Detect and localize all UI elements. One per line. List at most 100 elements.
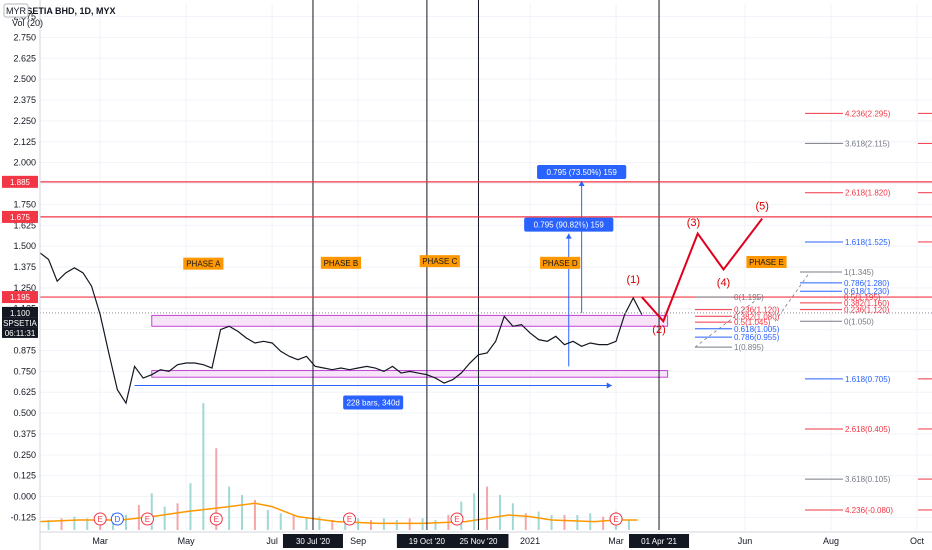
horizontal-level-tag-label: 1.885	[10, 178, 31, 187]
earnings-marker[interactable]	[450, 512, 464, 526]
fib-retracement-label: 0.382(1.080)	[734, 312, 780, 321]
ticker-tag[interactable]	[2, 317, 38, 328]
fib-retracement-label: 0.5(1.195)	[844, 293, 881, 302]
volume-bar	[150, 493, 153, 530]
vertical-marker-tag[interactable]	[282, 534, 343, 548]
fib-retracement-label: 0.236(1.120)	[844, 306, 890, 315]
volume-bar	[47, 519, 50, 530]
horizontal-level-tag-label: 1.195	[10, 293, 31, 302]
elliott-wave: (1) (2) (3) (4) (5)	[627, 200, 769, 336]
dividend-marker[interactable]	[110, 512, 124, 526]
horizontal-level-tag[interactable]	[2, 175, 38, 188]
x-tick-label: 2021	[520, 536, 540, 546]
volume-bar	[215, 448, 218, 530]
horizontal-level-tag[interactable]	[2, 210, 38, 223]
wave-path-line	[641, 217, 763, 324]
measure-callout-label: 228 bars, 340d	[346, 399, 399, 408]
fib-retracement-label: 0(1.195)	[734, 293, 764, 302]
volume-bar	[395, 519, 398, 530]
currency-badge-label: MYR	[6, 6, 27, 16]
currency-badge[interactable]: MYR	[3, 3, 29, 18]
phase-label-box	[746, 255, 787, 268]
vertical-marker-tag[interactable]	[629, 534, 690, 548]
fib-retracement-label: 0.236(1.120)	[734, 306, 780, 315]
y-tick-label: 2.000	[13, 158, 36, 168]
phase-label: PHASE E	[749, 258, 784, 267]
fib-retracement-trend	[774, 271, 811, 322]
y-tick-label: 1.750	[13, 199, 36, 209]
price-series	[39, 252, 932, 405]
earnings-marker[interactable]	[209, 512, 223, 526]
fib-retracement-label: 1(1.345)	[844, 268, 874, 277]
vertical-marker-tag[interactable]	[396, 534, 457, 548]
phase-label-box	[320, 256, 362, 269]
countdown-tag[interactable]	[2, 327, 38, 338]
measure-callout	[537, 165, 627, 180]
volume-bar	[228, 486, 231, 530]
support-zone	[151, 370, 669, 378]
fib-extension-label: 2.618(1.820)	[845, 189, 891, 198]
fib-retracement-label: 0.618(1.230)	[844, 287, 890, 296]
volume-bar	[537, 511, 540, 530]
volume-bar	[241, 494, 244, 530]
volume-bar	[511, 503, 514, 530]
y-tick-label: 0.875	[13, 345, 36, 355]
wave-label: (4)	[717, 277, 730, 289]
measure-callout-label: 0.795 (90.82%) 159	[534, 221, 605, 230]
wave-label: (3)	[687, 217, 700, 229]
phase-label: PHASE B	[324, 259, 359, 268]
countdown-tag-label: 06:11:31	[5, 329, 36, 338]
measure-ranges: 228 bars, 340d 0.795 (90.82%) 159 0.795 (7…	[134, 165, 627, 410]
wave-label: (1)	[627, 274, 640, 286]
volume-bar	[60, 518, 63, 530]
volume-bar	[563, 514, 566, 530]
y-tick-label: 0.250	[13, 450, 36, 460]
fib-retracement-label: 0.786(1.280)	[844, 279, 890, 288]
fib-retracement-label: 0(1.050)	[844, 317, 874, 326]
earnings-marker-label: E	[347, 515, 352, 524]
volume-bar	[498, 494, 501, 530]
earnings-marker-label: E	[214, 515, 219, 524]
earnings-marker[interactable]	[609, 512, 623, 526]
y-tick-label: 2.250	[13, 116, 36, 126]
volume-bar	[124, 514, 127, 530]
volume-bar	[86, 518, 89, 530]
y-tick-label: 1.500	[13, 241, 36, 251]
x-tick-label: Oct	[910, 536, 925, 546]
earnings-marker-label: E	[145, 515, 150, 524]
fib-extension-label: 1.618(0.705)	[845, 375, 891, 384]
horizontal-levels	[40, 181, 932, 298]
earnings-marker[interactable]	[343, 512, 357, 526]
measure-arrow	[606, 382, 612, 389]
earnings-marker[interactable]	[93, 512, 107, 526]
earnings-marker[interactable]	[140, 512, 154, 526]
earnings-marker-label: E	[454, 515, 459, 524]
volume-bar	[627, 519, 630, 530]
phase-label-box	[183, 257, 224, 270]
y-axis[interactable]: 2.8752.7502.6252.5002.3752.2502.1252.000…	[2, 0, 41, 550]
horizontal-level-tag[interactable]	[2, 291, 38, 304]
x-axis[interactable]: Mar May Jul Sep 2021 Mar Jun Aug Oct 30 Jul '20 19…	[40, 531, 932, 548]
measure-callout	[343, 395, 404, 410]
volume-bar	[73, 516, 76, 530]
volume-bar	[344, 518, 347, 530]
y-tick-label: 2.750	[13, 32, 36, 42]
fib-retracement-label: 0.382(1.160)	[844, 299, 890, 308]
volume-bar	[408, 518, 411, 530]
vertical-marker-tag-label: 25 Nov '20	[459, 537, 498, 546]
y-tick-label: 2.375	[13, 95, 36, 105]
fib-retracement-label: 0.786(0.955)	[734, 333, 780, 342]
x-tick-label: Jul	[266, 536, 278, 546]
y-tick-label: 0.375	[13, 429, 36, 439]
volume-bar	[421, 518, 424, 530]
volume-bar	[202, 403, 205, 530]
horizontal-level-tag-label: 1.675	[10, 213, 31, 222]
fib-retracement-trend	[694, 296, 761, 348]
earnings-marker-label: E	[98, 515, 103, 524]
volume-bar	[253, 499, 256, 530]
vertical-marker-tag[interactable]	[448, 534, 509, 548]
x-tick-label: Aug	[823, 536, 839, 546]
last-price-tag[interactable]	[2, 306, 38, 318]
